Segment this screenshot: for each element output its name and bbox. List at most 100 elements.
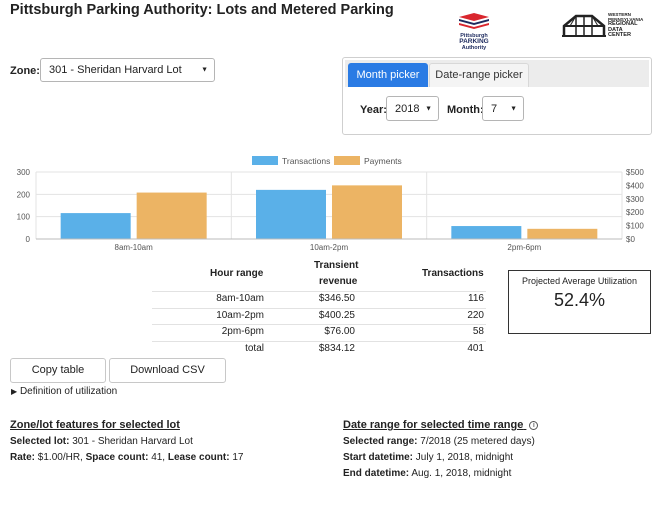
selected-lot-value: 301 - Sheridan Harvard Lot [72,436,193,447]
x-tick-label: 2pm-6pm [507,243,541,252]
utilization-label: Projected Average Utilization [522,276,637,286]
rate-line: Rate: $1.00/HR, Space count: 41, Lease c… [10,452,243,463]
utilization-box: Projected Average Utilization 52.4% [508,270,651,334]
ppa-logo: Pittsburgh PARKING Authority [452,13,496,51]
cell-hour: 10am-2pm [216,309,264,321]
cell-hour: 2pm-6pm [221,326,264,337]
zone-select-value: 301 - Sheridan Harvard Lot [49,64,182,76]
year-select[interactable]: 2018 ▼ [386,96,439,121]
zone-select[interactable]: 301 - Sheridan Harvard Lot ▼ [40,58,215,82]
space-count-value: 41, [151,452,166,463]
x-tick-label: 10am-2pm [310,243,349,252]
end-datetime-label: End datetime: [343,468,410,479]
tab-month-picker[interactable]: Month picker [348,63,428,87]
y-right-tick-label: $200 [626,208,644,217]
row-divider [152,340,486,342]
month-select[interactable]: 7 ▼ [482,96,524,121]
chart-bars [60,185,598,239]
lot-features-title: Zone/lot features for selected lot [10,419,180,431]
wprdc-logo-text: WESTERN PENNSYLVANIA REGIONAL DATA CENTE… [608,12,643,38]
y-right-tick-label: $400 [626,181,644,190]
year-select-value: 2018 [395,103,420,115]
cell-hour: total [245,342,264,354]
x-tick-label: 8am-10am [115,243,154,252]
wprdc-line3: REGIONAL [608,21,638,28]
selected-range-label: Selected range: [343,436,418,447]
copy-table-button[interactable]: Copy table [10,358,106,383]
col-header-revenue-l2: revenue [319,276,358,287]
ppa-logo-line3: Authority [461,45,487,51]
cell-revenue: $346.50 [318,293,355,304]
y-right-tick-label: $0 [626,235,635,244]
bar-payments [527,228,598,239]
hourly-bar-chart: Transactions Payments 0 100 200 300 $0 $100 $20… [17,156,645,252]
chart-legend: Transactions Payments [252,156,402,166]
col-header-revenue-l1: Transient [314,260,359,271]
legend-label-transactions: Transactions [282,156,330,166]
col-header-hour: Hour range [210,268,264,279]
bar-payments [136,192,207,239]
y-left-tick-label: 200 [17,190,31,199]
chevron-down-icon: ▼ [425,105,432,112]
utilization-value: 52.4% [553,290,606,310]
month-select-value: 7 [491,103,498,115]
definition-toggle[interactable]: ▶ Definition of utilization [11,386,117,397]
y-right-tick-label: $100 [626,222,644,231]
row-divider [152,291,486,292]
space-count-label: Space count: [85,452,149,463]
tab-date-range-picker[interactable]: Date-range picker [429,63,529,87]
y-left-tick-label: 100 [17,213,31,222]
cell-transactions: 58 [472,326,484,337]
wprdc-line5: CENTER [608,31,631,38]
selected-range-value: 7/2018 (25 metered days) [420,436,535,447]
row-divider [152,307,486,309]
selected-lot-label: Selected lot: [10,436,70,447]
date-range-title: Date range for selected time range i [343,419,539,431]
rate-value: $1.00/HR, [37,452,83,463]
row-divider [152,324,486,325]
bridge-icon [562,14,606,37]
selected-range-line: Selected range: 7/2018 (25 metered days) [343,436,535,447]
ppa-logo-line1: Pittsburgh [460,33,488,39]
end-datetime-value: Aug. 1, 2018, midnight [411,468,512,479]
y-left-tick-label: 0 [26,235,31,244]
start-datetime-label: Start datetime: [343,452,414,463]
time-picker-panel [342,57,652,135]
wprdc-line2: PENNSYLVANIA [608,17,644,23]
legend-swatch-payments [334,156,360,165]
chevron-down-icon: ▼ [510,105,517,112]
legend-swatch-transactions [252,156,278,165]
rate-label: Rate: [10,452,36,463]
bar-transactions [60,213,131,239]
cell-transactions: 401 [467,342,484,354]
y-right-tick-label: $500 [626,168,644,177]
chart-axes: 0 100 200 300 $0 $100 $200 $300 $400 $500 8am-10am… [17,168,645,252]
col-header-transactions: Transactions [422,268,484,279]
legend-label-payments: Payments [364,156,402,166]
y-right-tick-label: $300 [626,195,644,204]
date-range-title-text: Date range for selected time range [343,419,524,431]
wprdc-line1: WESTERN [608,12,631,17]
cell-transactions: 220 [467,309,484,321]
lease-count-value: 17 [232,452,244,463]
ppa-chevron-icon [459,13,489,29]
year-label: Year: [360,104,387,116]
start-datetime-line: Start datetime: July 1, 2018, midnight [343,452,513,463]
end-datetime-line: End datetime: Aug. 1, 2018, midnight [343,468,511,479]
wprdc-line4: DATA [608,26,623,33]
start-datetime-value: July 1, 2018, midnight [415,452,514,463]
month-label: Month: [447,104,484,116]
download-csv-button[interactable]: Download CSV [109,358,226,383]
cell-transactions: 116 [468,293,484,304]
selected-lot-line: Selected lot: 301 - Sheridan Harvard Lot [10,436,193,447]
bar-payments [332,185,402,239]
bar-transactions [256,189,326,239]
wprdc-logo: WESTERN PENNSYLVANIA REGIONAL DATA CENTE… [562,12,643,41]
chevron-down-icon: ▼ [201,66,208,74]
lease-count-label: Lease count: [167,452,230,463]
triangle-right-icon: ▶ [11,387,18,396]
zone-label: Zone: [10,65,40,77]
info-icon[interactable]: i [529,421,539,430]
cell-hour: 8am-10am [216,293,264,304]
y-left-tick-label: 300 [17,168,31,177]
